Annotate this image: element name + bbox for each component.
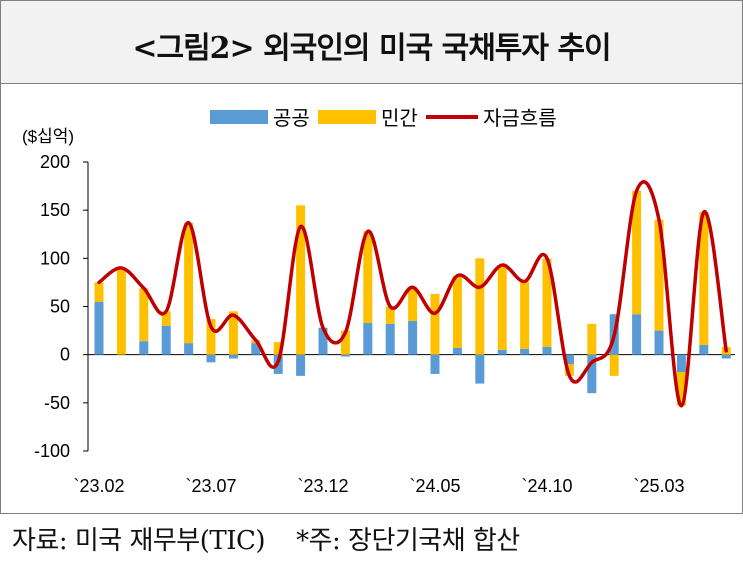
bar-private: [296, 205, 306, 355]
chart-title: <그림2> 외국인의 미국 국채투자 추이: [132, 31, 611, 66]
bar-public: [676, 354, 686, 373]
bar-public: [721, 354, 731, 359]
bar-public: [497, 349, 507, 355]
bar-private: [408, 287, 418, 321]
bar-private: [452, 275, 462, 348]
bar-private: [273, 342, 283, 355]
bar-private: [206, 319, 216, 355]
bar-private: [385, 306, 395, 324]
bar-public: [430, 354, 440, 374]
y-tick-label: 50: [50, 297, 70, 317]
bar-private: [184, 222, 194, 344]
x-tick-label: `23.07: [185, 476, 236, 496]
bar-private: [699, 212, 709, 346]
bar-public: [228, 354, 238, 359]
bar-public: [340, 354, 350, 357]
legend-label-flow: 자금흐름: [483, 107, 557, 130]
x-tick-label: `24.10: [521, 476, 572, 496]
legend-swatch-private: [318, 110, 376, 124]
bar-public: [475, 354, 485, 384]
chart-svg: ($십억) -100 -50 0 50 100 150 200 `23.02 `23.07 `23.…: [22, 107, 735, 496]
bar-private: [116, 267, 126, 355]
legend-label-public: 공공: [273, 108, 310, 130]
bar-public: [363, 322, 373, 355]
legend-label-private: 민간: [381, 107, 418, 130]
bar-public: [296, 354, 306, 376]
bar-private: [475, 258, 485, 355]
legend-swatch-public: [210, 110, 268, 124]
bar-private: [542, 258, 552, 347]
y-tick-label: -50: [44, 393, 70, 413]
bar-private: [139, 288, 149, 342]
bar-private: [676, 372, 686, 406]
bar-private: [587, 323, 597, 355]
x-tick-label: `23.02: [73, 476, 124, 496]
bar-public: [139, 341, 149, 355]
y-tick-label: 150: [40, 200, 70, 220]
bar-public: [587, 354, 597, 394]
bar-public: [184, 343, 194, 355]
bar-public: [318, 327, 328, 355]
bar-private: [161, 311, 171, 326]
y-unit-label: ($십억): [22, 127, 74, 146]
bar-private: [632, 190, 642, 315]
bar-private: [497, 265, 507, 350]
y-tick-label: 0: [60, 345, 70, 365]
x-tick-label: `25.03: [633, 476, 684, 496]
bar-public: [632, 314, 642, 355]
bar-public: [206, 354, 216, 363]
line-flow: [97, 180, 728, 408]
bar-private: [564, 364, 574, 376]
bar-private: [94, 282, 104, 302]
bar-private: [363, 231, 373, 323]
bar-private: [654, 219, 664, 331]
bar-public: [161, 325, 171, 355]
bar-private: [609, 354, 619, 376]
x-tick-label: `23.12: [297, 476, 348, 496]
y-tick-label: 200: [40, 152, 70, 172]
bar-private: [228, 311, 238, 355]
x-tick-label: `24.05: [409, 476, 460, 496]
bar-public: [564, 354, 574, 365]
bar-public: [699, 345, 709, 355]
source-note: 자료: 미국 재무부(TIC) *주: 장단기국채 합산: [12, 526, 520, 556]
y-tick-label: 100: [40, 248, 70, 268]
bar-public: [94, 301, 104, 355]
bar-public: [251, 343, 261, 355]
bar-private: [430, 293, 440, 355]
bar-public: [385, 323, 395, 355]
bar-private: [340, 330, 350, 355]
bar-public: [542, 346, 552, 355]
title-bar: <그림2> 외국인의 미국 국채투자 추이: [1, 1, 742, 84]
bar-public: [520, 348, 530, 355]
bar-private: [520, 281, 530, 349]
bar-public: [452, 347, 462, 355]
bar-public: [408, 320, 418, 355]
y-tick-label: -100: [34, 441, 70, 461]
chart-frame: <그림2> 외국인의 미국 국채투자 추이: [0, 0, 743, 514]
bar-public: [654, 330, 664, 355]
